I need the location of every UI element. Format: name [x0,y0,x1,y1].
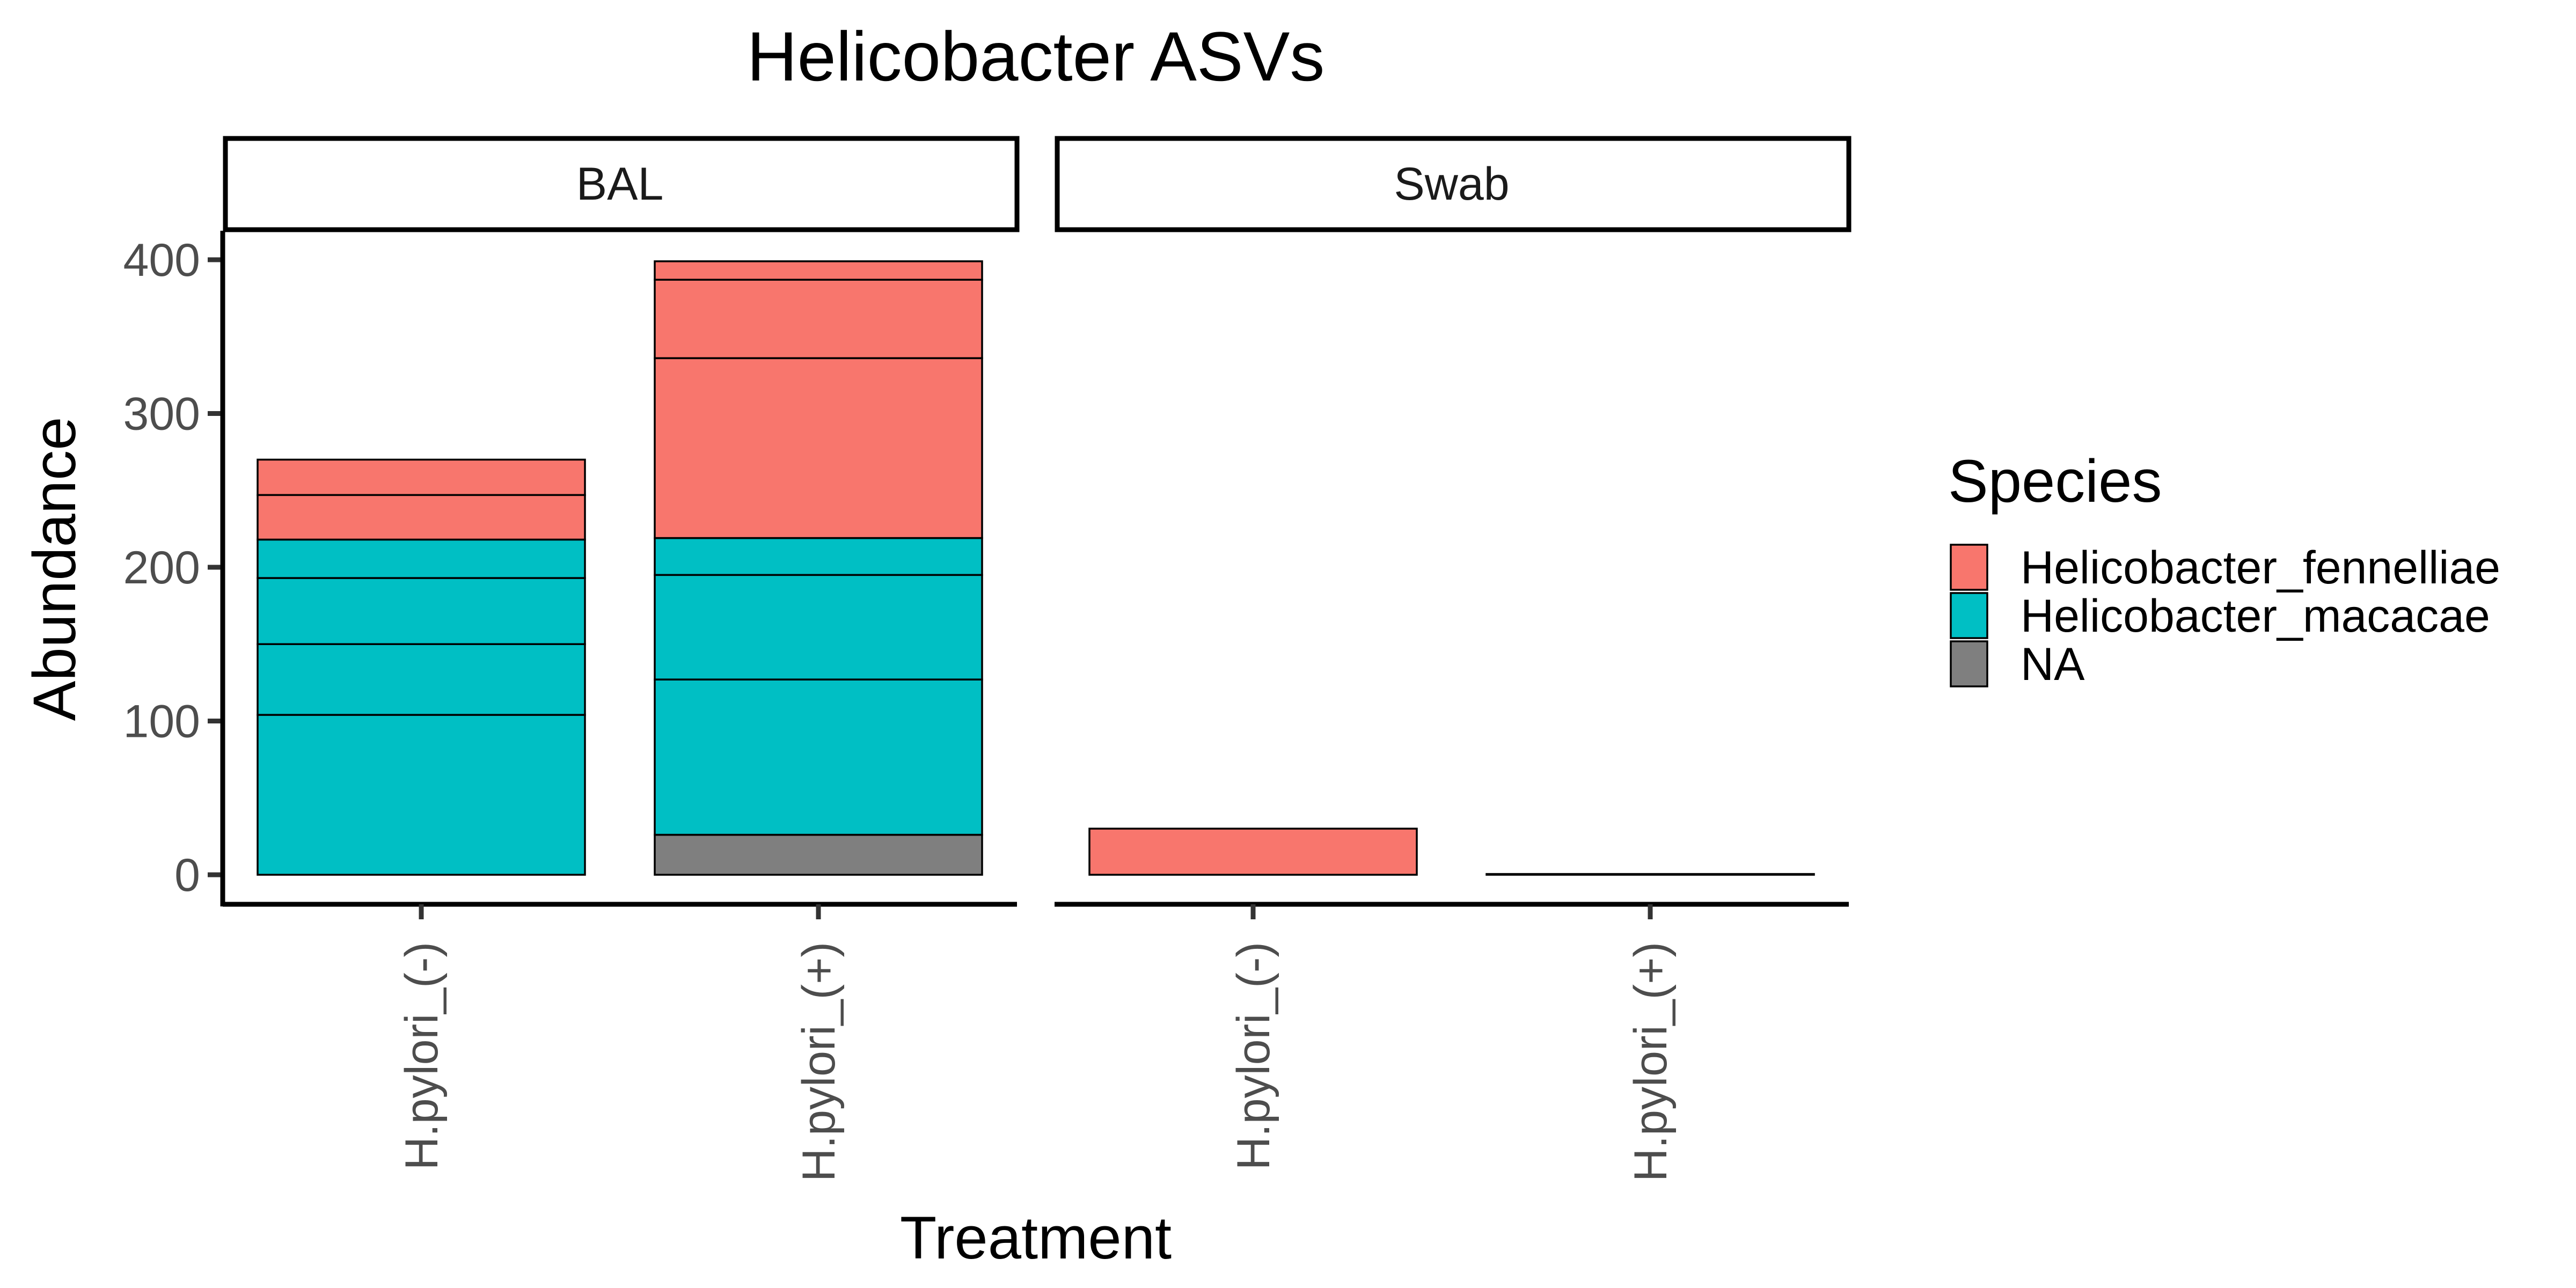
facet-label-bal: BAL [576,158,664,210]
bar-segment-bal-1-4 [257,538,586,579]
facet-label-swab: Swab [1394,158,1509,210]
facet-strip-bal [223,136,1020,232]
y-tick-label: 0 [174,850,200,901]
bar-segment-bal-2-4 [654,537,983,576]
bar-segment-bal-1-5 [257,494,586,541]
plot-area: 0 100 200 300 400 BAL H.pylori_(-) H.pylori_(+)… [123,136,1851,1182]
bar-segment-swab-1-1 [1088,828,1418,876]
bar-segment-bal-2-5 [654,357,983,539]
x-tick-label: H.pylori_(+) [1625,942,1677,1182]
facet-strip-swab [1055,136,1851,232]
y-tick-label: 100 [123,696,201,748]
bar-segment-bal-2-6 [654,279,983,360]
legend-label-2: Helicobacter_macacae [2021,590,2490,642]
bar-segment-bal-1-6 [257,458,586,496]
y-tick-label: 200 [123,542,201,594]
legend: Species Helicobacter_fennelliaeHelicobac… [1948,448,2500,690]
x-axis-title: Treatment [900,1204,1172,1271]
y-tick-label: 300 [123,389,201,440]
bar-segment-bal-2-3 [654,574,983,680]
bar-segment-bal-2-7 [654,260,983,281]
bar-segment-bal-2-2 [654,678,983,836]
x-tick-label: H.pylori_(-) [1228,942,1279,1170]
bar-segment-bal-2-1 [654,833,983,876]
legend-title: Species [1948,448,2162,515]
chart-title: Helicobacter ASVs [747,17,1325,96]
legend-label-1: Helicobacter_fennelliae [2021,542,2500,594]
legend-key-3 [1950,640,1988,687]
legend-label-3: NA [2021,639,2085,690]
bar-segment-bal-1-2 [257,643,586,716]
legend-key-1 [1950,544,1988,591]
bar-segment-bal-1-1 [257,714,586,876]
legend-key-2 [1950,592,1988,639]
x-tick-label: H.pylori_(-) [396,942,448,1170]
y-tick-label: 400 [123,235,201,286]
bar-segment-bal-1-3 [257,577,586,646]
x-tick-label: H.pylori_(+) [793,942,845,1182]
y-axis-title: Abundance [21,417,88,721]
bar-segment-swab-2-1 [1485,873,1815,876]
